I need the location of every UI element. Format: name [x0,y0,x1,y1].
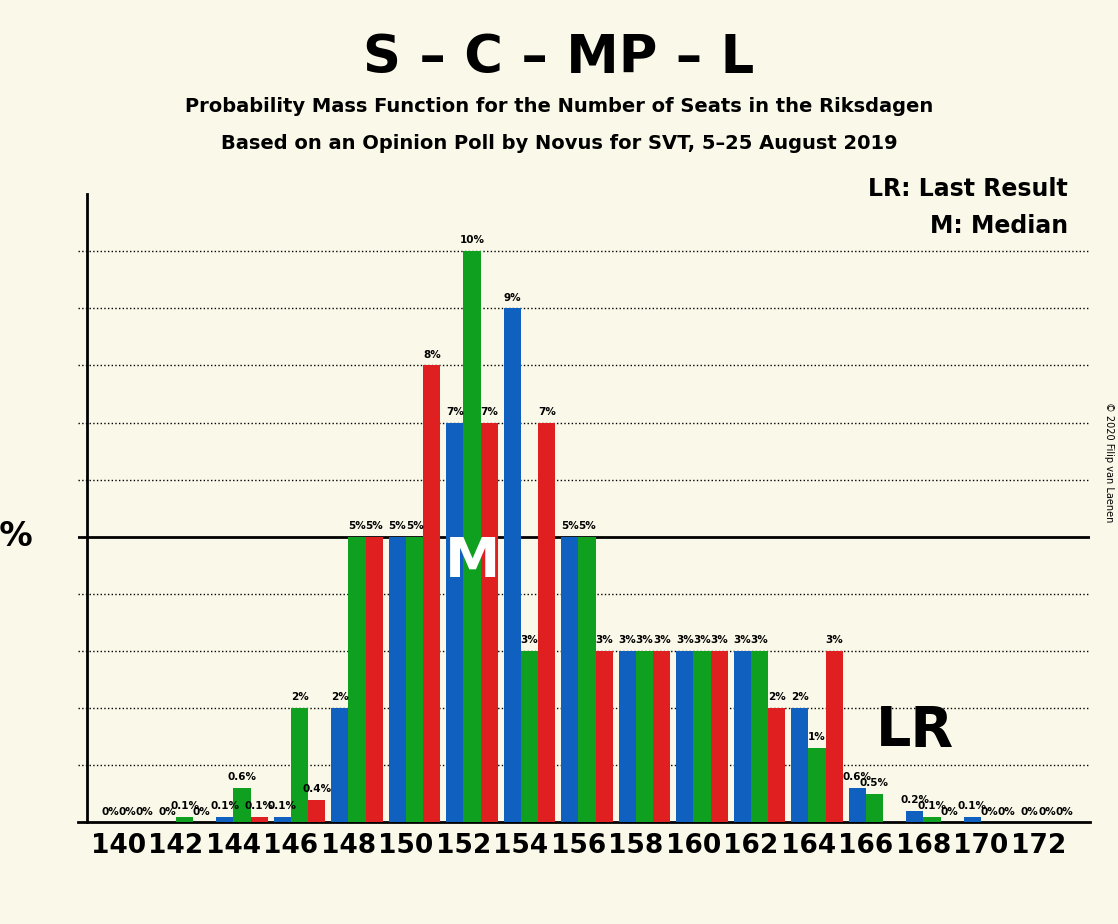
Bar [389,537,406,822]
Bar [596,651,613,822]
Text: 3%: 3% [596,636,613,645]
Bar [733,651,751,822]
Text: 1%: 1% [808,733,826,742]
Text: 0%: 0% [159,807,177,817]
Bar [504,309,521,822]
Bar [216,817,234,822]
Bar [849,788,865,822]
Text: 3%: 3% [825,636,843,645]
Bar [406,537,424,822]
Text: 0.1%: 0.1% [170,801,199,811]
Text: 0%: 0% [998,807,1015,817]
Bar [250,817,268,822]
Bar [792,708,808,822]
Text: 0%: 0% [1038,807,1055,817]
Text: 0.4%: 0.4% [302,784,331,794]
Text: 0.1%: 0.1% [210,801,239,811]
Text: 2%: 2% [291,692,309,702]
Text: 5%: 5% [388,521,406,531]
Text: 5%: 5% [578,521,596,531]
Bar [636,651,653,822]
Text: 5%: 5% [406,521,424,531]
Bar [923,817,940,822]
Bar [521,651,538,822]
Text: Based on an Opinion Poll by Novus for SVT, 5–25 August 2019: Based on an Opinion Poll by Novus for SV… [220,134,898,153]
Text: 9%: 9% [503,293,521,302]
Bar [481,422,498,822]
Text: S – C – MP – L: S – C – MP – L [363,32,755,84]
Bar [291,708,309,822]
Bar [464,251,481,822]
Bar [366,537,383,822]
Text: 8%: 8% [423,349,440,359]
Text: 0.1%: 0.1% [918,801,947,811]
Text: © 2020 Filip van Laenen: © 2020 Filip van Laenen [1105,402,1114,522]
Text: 3%: 3% [653,636,671,645]
Bar [331,708,349,822]
Text: 0%: 0% [980,807,998,817]
Text: 3%: 3% [521,636,539,645]
Text: 3%: 3% [618,636,636,645]
Text: 2%: 2% [331,692,349,702]
Text: 7%: 7% [538,407,556,417]
Text: 3%: 3% [733,636,751,645]
Bar [676,651,693,822]
Text: 0%: 0% [193,807,210,817]
Text: 5%: 5% [0,520,32,553]
Bar [578,537,596,822]
Bar [825,651,843,822]
Text: 3%: 3% [710,636,728,645]
Text: 0%: 0% [940,807,958,817]
Text: M: Median: M: Median [929,214,1068,238]
Text: 2%: 2% [790,692,808,702]
Text: 7%: 7% [481,407,499,417]
Text: 0%: 0% [1055,807,1073,817]
Bar [906,811,923,822]
Text: 3%: 3% [693,636,711,645]
Text: Probability Mass Function for the Number of Seats in the Riksdagen: Probability Mass Function for the Number… [184,97,934,116]
Bar [424,365,440,822]
Bar [711,651,728,822]
Text: 0%: 0% [135,807,153,817]
Bar [618,651,636,822]
Bar [234,788,250,822]
Text: 0.1%: 0.1% [958,801,987,811]
Text: 3%: 3% [676,636,693,645]
Bar [349,537,366,822]
Text: 0.5%: 0.5% [860,778,889,788]
Text: 5%: 5% [561,521,579,531]
Bar [176,817,193,822]
Bar [865,794,883,822]
Text: 7%: 7% [446,407,464,417]
Text: 5%: 5% [348,521,366,531]
Text: 0.1%: 0.1% [268,801,297,811]
Text: 5%: 5% [366,521,383,531]
Text: 0.2%: 0.2% [900,796,929,805]
Text: LR: Last Result: LR: Last Result [868,177,1068,201]
Bar [693,651,711,822]
Text: 3%: 3% [636,636,653,645]
Text: 0%: 0% [101,807,119,817]
Text: 0%: 0% [1021,807,1039,817]
Bar [768,708,785,822]
Text: 10%: 10% [459,236,484,246]
Text: 3%: 3% [750,636,768,645]
Bar [446,422,464,822]
Bar [538,422,556,822]
Text: M: M [445,536,500,590]
Text: 2%: 2% [768,692,786,702]
Text: 0%: 0% [119,807,136,817]
Bar [274,817,291,822]
Bar [751,651,768,822]
Bar [309,799,325,822]
Bar [808,748,825,822]
Text: 0.6%: 0.6% [228,772,257,783]
Text: 0.6%: 0.6% [843,772,872,783]
Bar [653,651,671,822]
Text: LR: LR [875,704,954,758]
Bar [561,537,578,822]
Text: 0.1%: 0.1% [245,801,274,811]
Bar [964,817,980,822]
